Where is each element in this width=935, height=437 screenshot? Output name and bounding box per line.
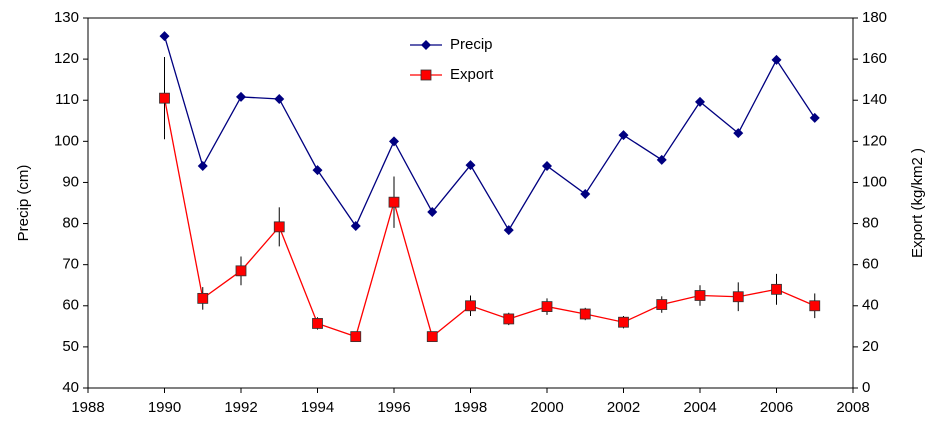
point [809,300,821,312]
point [274,93,285,104]
y-tick-label: 50 [62,338,79,355]
x-tick-label: 2006 [760,399,793,416]
x-tick-label: 1998 [454,399,487,416]
series-line [163,98,816,338]
point [426,331,438,343]
point [541,301,553,313]
x-tick-label: 2000 [530,399,563,416]
point [388,196,400,208]
point [503,225,514,236]
point [732,291,744,303]
point [695,96,705,107]
point [580,188,591,199]
point [618,316,629,328]
point [733,128,744,139]
point [159,92,170,104]
legend-label: Export [450,66,494,83]
y-tick-label: 60 [62,297,79,314]
legend-marker [421,40,431,50]
point [542,161,552,171]
point [350,221,361,232]
x-tick-label: 1994 [301,399,334,416]
point [694,290,706,301]
y-tick-label: 70 [62,256,79,273]
point [236,91,246,102]
y2-tick-label: 100 [862,173,887,190]
point [312,318,323,329]
point [656,154,667,165]
point [273,221,285,233]
point [656,299,668,310]
point [465,300,476,312]
x-tick-label: 1988 [71,399,104,416]
y2-tick-label: 160 [862,50,887,67]
x-tick-label: 1992 [224,399,257,416]
y-axis-label: Precip (cm) [15,165,32,242]
y2-tick-label: 80 [862,215,879,232]
y-tick-label: 90 [62,173,79,190]
point [197,292,209,304]
point [579,308,591,320]
y2-tick-label: 180 [862,9,887,26]
y-tick-label: 100 [54,132,79,149]
x-tick-label: 1996 [377,399,410,416]
y2-tick-label: 20 [862,338,879,355]
point [465,160,476,171]
y2-tick-label: 60 [862,256,879,273]
point [503,313,515,325]
point [771,283,782,295]
point [159,31,170,42]
point [427,207,438,218]
legend-label: Precip [450,36,493,53]
y2-axis-label: Export (kg/km2 ) [909,148,926,258]
x-tick-label: 2008 [836,399,869,416]
y-tick-label: 40 [62,379,79,396]
point [197,161,208,171]
y2-tick-label: 40 [862,297,879,314]
point [350,331,362,343]
x-tick-label: 2004 [683,399,716,416]
series-line [163,35,816,232]
point [771,54,782,65]
y2-tick-label: 0 [862,379,870,396]
y-tick-label: 80 [62,215,79,232]
point [809,112,820,123]
point [312,165,323,176]
legend-marker [420,69,432,81]
point [235,265,247,277]
x-tick-label: 2002 [607,399,640,416]
x-tick-label: 1990 [148,399,181,416]
y-tick-label: 110 [55,91,79,108]
point [389,136,399,147]
y-tick-label: 130 [54,9,79,26]
y2-tick-label: 140 [862,91,887,108]
y2-tick-label: 120 [862,132,887,149]
point [618,130,629,141]
y-tick-label: 120 [54,50,79,67]
